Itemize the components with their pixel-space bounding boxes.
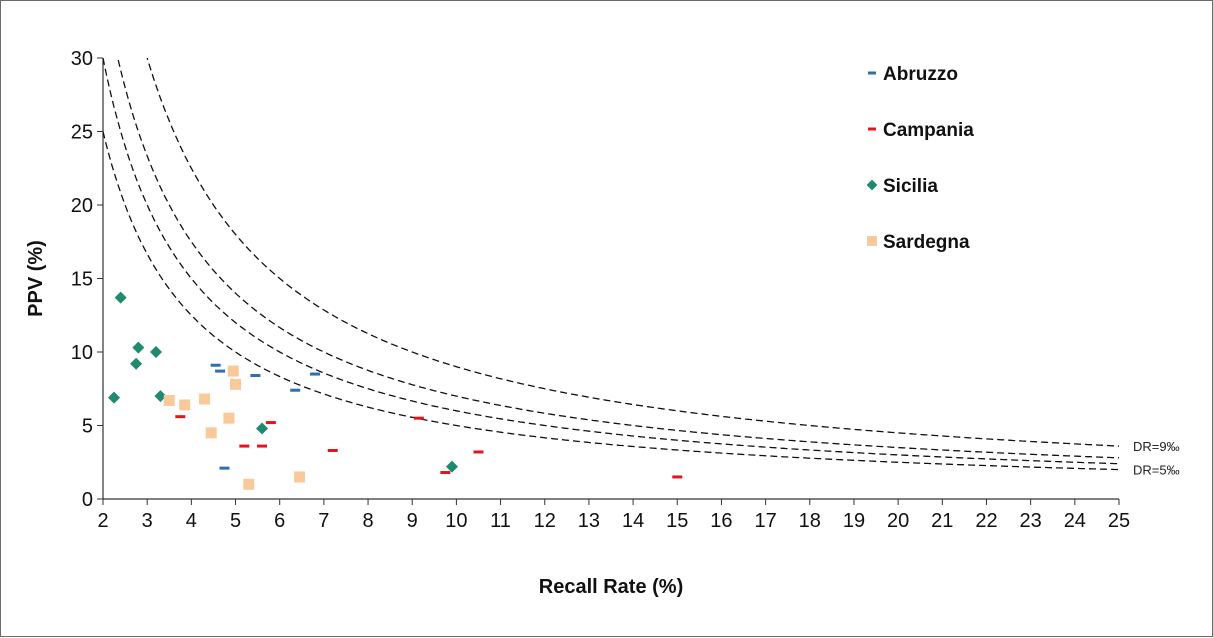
data-point: [163, 395, 175, 407]
reference-curve: [103, 131, 1119, 471]
x-tick-label: 16: [710, 510, 732, 532]
x-tick-label: 18: [799, 510, 821, 532]
y-tick-label: 10: [71, 342, 93, 364]
data-point: [672, 475, 683, 479]
x-tick-label: 6: [274, 510, 285, 532]
legend: Abruzzo Campania Sicilia Sardegna: [866, 64, 974, 253]
y-tick-label: 15: [71, 269, 93, 291]
series-sardegna: [163, 365, 306, 490]
data-point: [243, 478, 255, 490]
data-point: [114, 291, 127, 304]
data-point: [473, 450, 484, 454]
data-point: [150, 346, 163, 358]
x-tick-label: 4: [186, 510, 197, 532]
data-point: [154, 390, 167, 403]
legend-marker: [867, 236, 877, 246]
x-tick-label: 9: [407, 510, 418, 532]
data-point: [227, 365, 239, 377]
data-point: [108, 391, 121, 404]
data-point: [179, 399, 191, 411]
reference-curve-label: DR=9‰: [1133, 439, 1180, 454]
legend-label: Sardegna: [883, 232, 970, 253]
data-point: [413, 416, 424, 420]
data-point: [327, 448, 338, 452]
reference-curve: [103, 58, 1119, 465]
x-tick-label: 11: [490, 510, 511, 532]
y-axis-title: PPV (%): [25, 240, 47, 317]
reference-curve: [146, 58, 1119, 447]
x-tick-label: 17: [754, 510, 776, 532]
x-tick-label: 15: [666, 510, 688, 532]
data-point: [175, 415, 186, 419]
x-tick-label: 19: [843, 510, 865, 532]
data-point: [310, 372, 321, 376]
data-point: [290, 388, 301, 392]
x-tick-label: 24: [1064, 510, 1086, 532]
x-tick-label: 13: [578, 510, 600, 532]
data-point: [130, 357, 143, 370]
legend-label: Campania: [883, 120, 974, 141]
x-tick-label: 8: [362, 510, 373, 532]
data-point: [210, 363, 221, 367]
data-point: [265, 421, 276, 425]
x-tick-label: 14: [622, 510, 644, 532]
data-point: [250, 374, 261, 378]
data-point: [223, 412, 235, 424]
data-points: [108, 291, 683, 490]
data-point: [440, 471, 451, 475]
x-tick-label: 23: [1020, 510, 1042, 532]
data-point: [205, 427, 217, 439]
data-point: [257, 444, 268, 448]
data-point: [132, 341, 145, 354]
legend-marker: [866, 179, 878, 191]
series-campania: [175, 415, 683, 479]
data-point: [219, 466, 230, 470]
data-point: [256, 422, 269, 435]
series-sicilia: [108, 291, 458, 473]
x-tick-label: 7: [318, 510, 329, 532]
x-tick-label: 2: [97, 510, 108, 532]
x-tick-label: 21: [931, 510, 953, 532]
x-tick-label: 10: [445, 510, 467, 532]
x-tick-label: 12: [534, 510, 556, 532]
y-tick-label: 30: [71, 48, 93, 70]
data-point: [230, 378, 242, 390]
legend-marker: [868, 127, 876, 131]
legend-marker: [868, 71, 876, 75]
y-tick-label: 20: [71, 195, 93, 217]
reference-curve-label: DR=5‰: [1133, 463, 1180, 478]
legend-label: Sicilia: [883, 176, 938, 197]
y-tick-label: 0: [82, 489, 93, 511]
x-tick-label: 20: [887, 510, 909, 532]
x-tick-label: 22: [975, 510, 997, 532]
x-axis-title: Recall Rate (%): [539, 576, 684, 598]
data-point: [445, 460, 458, 473]
reference-curve: [117, 58, 1119, 459]
legend-label: Abruzzo: [883, 64, 958, 85]
data-point: [199, 393, 211, 405]
data-point: [294, 471, 306, 483]
y-tick-label: 5: [82, 416, 93, 438]
x-tick-label: 25: [1108, 510, 1130, 532]
reference-curves: DR=5‰ DR=9‰: [103, 58, 1180, 478]
data-point: [215, 369, 226, 373]
x-tick-label: 5: [230, 510, 241, 532]
series-abruzzo: [210, 363, 321, 470]
data-point: [239, 444, 250, 448]
x-tick-label: 3: [142, 510, 153, 532]
y-tick-label: 25: [71, 122, 93, 144]
